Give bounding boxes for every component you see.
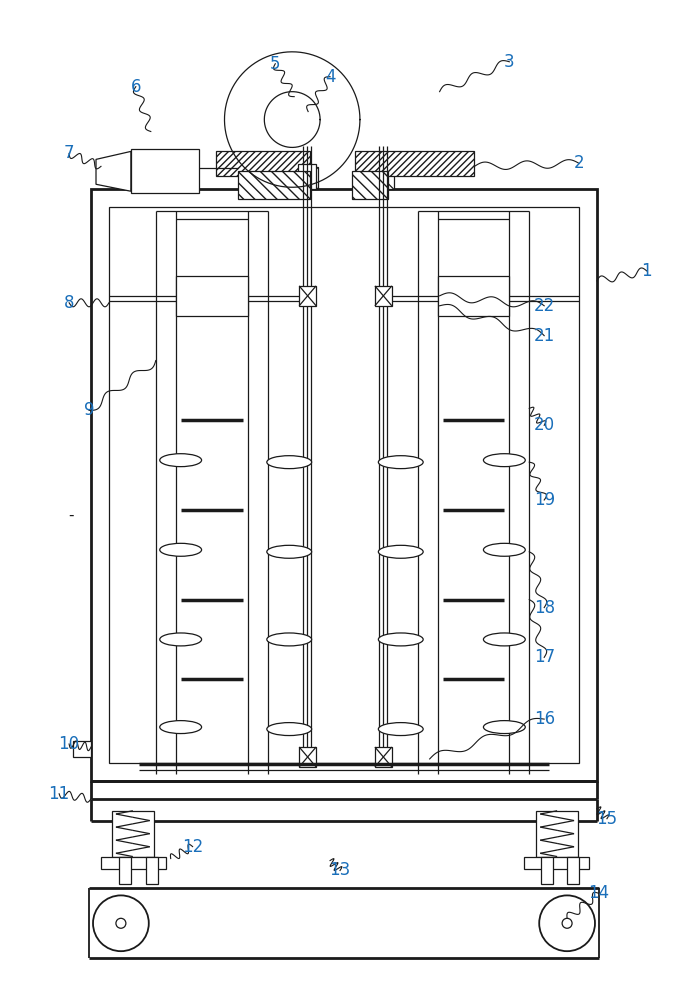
- Bar: [101, 857, 166, 869]
- Bar: [298, 164, 316, 189]
- Bar: [112, 811, 154, 857]
- Ellipse shape: [378, 633, 423, 646]
- Ellipse shape: [160, 543, 202, 556]
- Text: 2: 2: [574, 154, 584, 172]
- Bar: [215, 151, 310, 176]
- Text: 22: 22: [534, 297, 555, 315]
- Ellipse shape: [484, 543, 525, 556]
- Text: 9: 9: [84, 401, 94, 419]
- Bar: [239, 171, 310, 199]
- Text: 7: 7: [64, 144, 74, 162]
- Text: 18: 18: [534, 599, 555, 617]
- Text: 16: 16: [534, 710, 555, 728]
- Bar: [119, 857, 131, 884]
- Ellipse shape: [267, 723, 312, 736]
- Ellipse shape: [562, 918, 572, 928]
- Bar: [567, 857, 579, 884]
- Ellipse shape: [378, 456, 423, 469]
- Text: 14: 14: [588, 884, 610, 902]
- Bar: [299, 286, 316, 306]
- Ellipse shape: [267, 456, 312, 469]
- Text: 11: 11: [49, 785, 69, 803]
- Bar: [299, 747, 316, 767]
- Text: 12: 12: [182, 838, 203, 856]
- Bar: [541, 857, 553, 884]
- Text: -: -: [68, 507, 74, 522]
- Text: 13: 13: [330, 861, 351, 879]
- Bar: [375, 286, 391, 306]
- Text: 3: 3: [504, 53, 515, 71]
- Ellipse shape: [267, 545, 312, 558]
- Bar: [536, 811, 578, 857]
- Ellipse shape: [484, 454, 525, 467]
- Bar: [146, 857, 158, 884]
- Ellipse shape: [378, 545, 423, 558]
- Text: 5: 5: [270, 55, 281, 73]
- Bar: [372, 167, 394, 189]
- Bar: [91, 189, 597, 781]
- Text: 20: 20: [534, 416, 555, 434]
- Bar: [352, 171, 388, 199]
- Ellipse shape: [539, 895, 595, 951]
- Text: 21: 21: [534, 327, 555, 345]
- Text: 4: 4: [325, 68, 335, 86]
- Ellipse shape: [160, 721, 202, 734]
- Ellipse shape: [116, 918, 126, 928]
- Bar: [175, 276, 248, 316]
- Text: 10: 10: [58, 735, 80, 753]
- Polygon shape: [96, 151, 131, 191]
- Text: 15: 15: [596, 810, 618, 828]
- Text: 6: 6: [131, 78, 141, 96]
- Ellipse shape: [484, 721, 525, 734]
- Bar: [355, 151, 475, 176]
- Text: 17: 17: [534, 648, 555, 666]
- Bar: [524, 857, 589, 869]
- Ellipse shape: [160, 454, 202, 467]
- Bar: [438, 276, 509, 316]
- Bar: [297, 167, 318, 189]
- Ellipse shape: [267, 633, 312, 646]
- Ellipse shape: [93, 895, 149, 951]
- Ellipse shape: [484, 633, 525, 646]
- Bar: [131, 149, 199, 193]
- Ellipse shape: [378, 723, 423, 736]
- Text: 1: 1: [641, 262, 652, 280]
- Text: 19: 19: [534, 491, 555, 509]
- Text: 8: 8: [64, 294, 74, 312]
- Ellipse shape: [160, 633, 202, 646]
- Bar: [73, 741, 91, 757]
- Bar: [375, 747, 391, 767]
- Bar: [109, 207, 579, 763]
